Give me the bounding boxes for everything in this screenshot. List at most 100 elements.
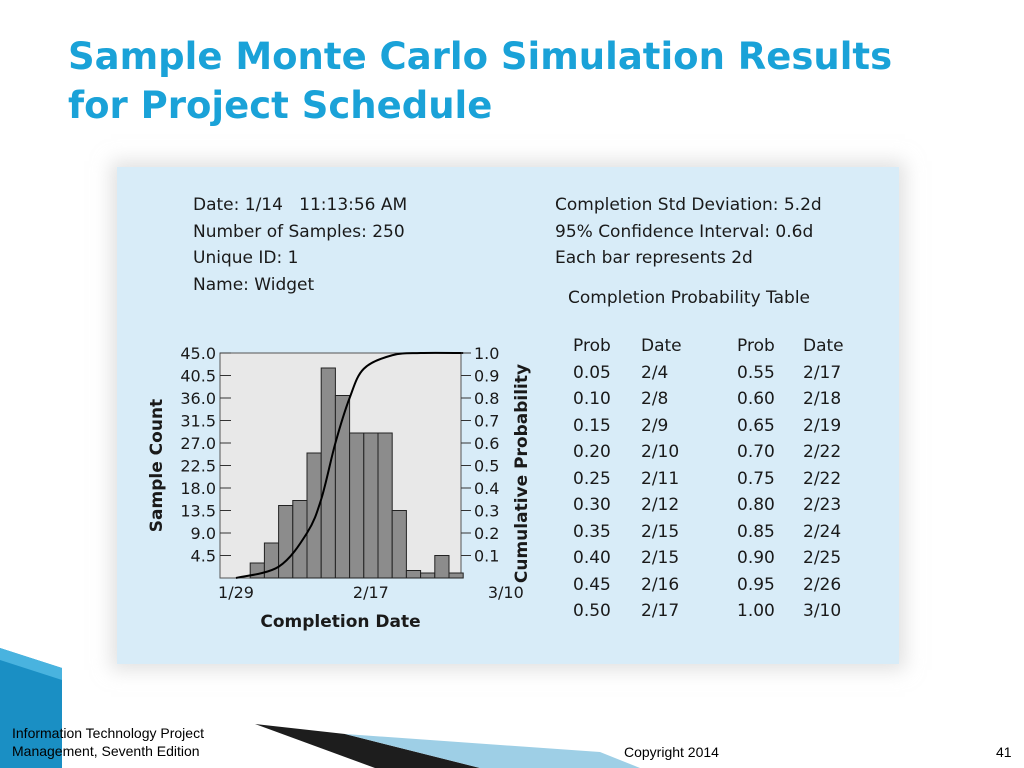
y2-tick-label: 0.8 [474, 389, 499, 408]
histogram-bar [448, 572, 464, 579]
y2-axis-title: Cumulative Probability [512, 364, 532, 583]
table-row: 0.25 2/11 0.75 2/22 [569, 466, 863, 493]
histogram-bar [263, 542, 280, 579]
footer-source-line-2: Management, Seventh Edition [12, 743, 200, 759]
table-row: 0.50 2/17 1.00 3/10 [569, 598, 863, 625]
row-date-2: 2/25 [803, 548, 842, 569]
header-date-1: Date [641, 336, 682, 357]
x-tick-label: 3/10 [488, 583, 524, 602]
histogram-bar [306, 452, 322, 579]
row-prob-2: 0.80 [737, 495, 775, 516]
slide-title-line-1: Sample Monte Carlo Simulation Results [68, 35, 893, 78]
info-unique-id: Unique ID: 1 [193, 248, 299, 268]
y2-tick-label: 0.1 [474, 547, 499, 566]
table-row: 0.20 2/10 0.70 2/22 [569, 439, 863, 466]
y2-tick-label: 0.4 [474, 479, 499, 498]
y2-tick-label: 0.5 [474, 457, 499, 476]
row-prob-1: 0.45 [573, 574, 611, 595]
histogram-bar [292, 500, 308, 579]
row-prob-1: 0.35 [573, 521, 611, 542]
row-date-1: 2/10 [641, 442, 680, 463]
info-name: Name: Widget [193, 274, 315, 295]
row-date-2: 2/22 [803, 468, 842, 489]
slide-title-line-2: for Project Schedule [68, 84, 493, 127]
row-date-1: 2/4 [641, 362, 669, 383]
row-date-2: 2/24 [803, 521, 842, 542]
row-date-1: 2/15 [641, 521, 680, 542]
row-prob-1: 0.40 [573, 548, 611, 569]
row-date-1: 2/8 [641, 389, 669, 410]
table-row: 0.30 2/12 0.80 2/23 [569, 492, 863, 519]
row-prob-1: 0.10 [573, 389, 611, 410]
probability-table-header: Prob Date Prob Date [569, 333, 863, 360]
row-prob-2: 0.55 [737, 362, 775, 383]
row-prob-2: 0.60 [737, 389, 775, 410]
row-prob-1: 0.20 [573, 442, 611, 463]
row-date-1: 2/17 [641, 601, 680, 622]
x-tick-label: 1/29 [218, 583, 254, 602]
row-prob-2: 0.95 [737, 574, 775, 595]
y-tick-label: 22.5 [180, 457, 216, 476]
y2-tick-label: 0.9 [474, 367, 499, 386]
table-row: 0.40 2/15 0.90 2/25 [569, 545, 863, 572]
row-prob-1: 0.50 [573, 601, 611, 622]
y-tick-label: 9.0 [191, 524, 216, 543]
y-tick-label: 13.5 [180, 502, 216, 521]
y2-tick-label: 0.6 [474, 434, 499, 453]
table-row: 0.15 2/9 0.65 2/19 [569, 413, 863, 440]
histogram-bar [434, 555, 450, 579]
row-date-2: 2/22 [803, 442, 842, 463]
info-date: Date: 1/14 11:13:56 AM [193, 195, 408, 215]
histogram-bar [391, 510, 407, 579]
info-bar-width: Each bar represents 2d [555, 248, 753, 268]
histogram-bar [349, 432, 365, 579]
y2-tick-label: 1.0 [474, 344, 499, 363]
row-prob-2: 1.00 [737, 601, 775, 622]
row-prob-2: 0.75 [737, 468, 775, 489]
row-prob-1: 0.25 [573, 468, 611, 489]
simulation-stats-list: Completion Std Deviation: 5.2d 95% Confi… [555, 192, 822, 272]
probability-table-body: 0.05 2/4 0.55 2/17 0.10 2/8 0.60 2/18 0.15 2/9 0.6… [569, 360, 863, 625]
row-prob-1: 0.15 [573, 415, 611, 436]
row-prob-1: 0.05 [573, 362, 611, 383]
histogram-bar [278, 505, 294, 579]
table-row: 0.10 2/8 0.60 2/18 [569, 386, 863, 413]
table-row: 0.35 2/15 0.85 2/24 [569, 519, 863, 546]
footer-copyright: Copyright 2014 [624, 744, 719, 760]
histogram-bar [405, 570, 422, 579]
row-date-2: 2/18 [803, 389, 842, 410]
y-tick-label: 31.5 [180, 412, 216, 431]
row-date-2: 2/23 [803, 495, 842, 516]
histogram-bar [363, 432, 379, 579]
y-tick-label: 36.0 [180, 389, 216, 408]
histogram-bar [334, 395, 351, 579]
row-prob-2: 0.85 [737, 521, 775, 542]
y-tick-label: 45.0 [180, 344, 216, 363]
probability-table-title: Completion Probability Table [568, 288, 811, 308]
row-date-1: 2/15 [641, 548, 680, 569]
y2-tick-label: 0.2 [474, 524, 499, 543]
row-date-1: 2/9 [641, 415, 669, 436]
slide-title: Sample Monte Carlo Simulation Results fo… [68, 32, 968, 130]
y-tick-label: 40.5 [180, 367, 216, 386]
row-date-2: 2/19 [803, 415, 842, 436]
histogram-bar [420, 572, 436, 579]
y-axis-title: Sample Count [147, 399, 167, 532]
header-date-2: Date [803, 336, 844, 357]
row-prob-2: 0.70 [737, 442, 775, 463]
info-sample-count: Number of Samples: 250 [193, 221, 405, 242]
row-date-1: 2/12 [641, 495, 680, 516]
page-number: 41 [996, 744, 1012, 760]
histogram-bar [377, 432, 393, 579]
row-prob-2: 0.90 [737, 548, 775, 569]
y-tick-label: 27.0 [180, 434, 216, 453]
info-std-deviation: Completion Std Deviation: 5.2d [555, 195, 822, 215]
header-prob-2: Prob [737, 336, 775, 357]
footer-source: Information Technology Project Managemen… [12, 724, 262, 760]
histogram-chart: 4.5 9.0 13.5 18.0 22.5 27.0 31.5 36.0 40.5 45.0 0.… [147, 344, 532, 632]
table-row: 0.45 2/16 0.95 2/26 [569, 572, 863, 599]
row-date-1: 2/11 [641, 468, 680, 489]
info-confidence-interval: 95% Confidence Interval: 0.6d [555, 221, 814, 242]
table-row: 0.05 2/4 0.55 2/17 [569, 360, 863, 387]
